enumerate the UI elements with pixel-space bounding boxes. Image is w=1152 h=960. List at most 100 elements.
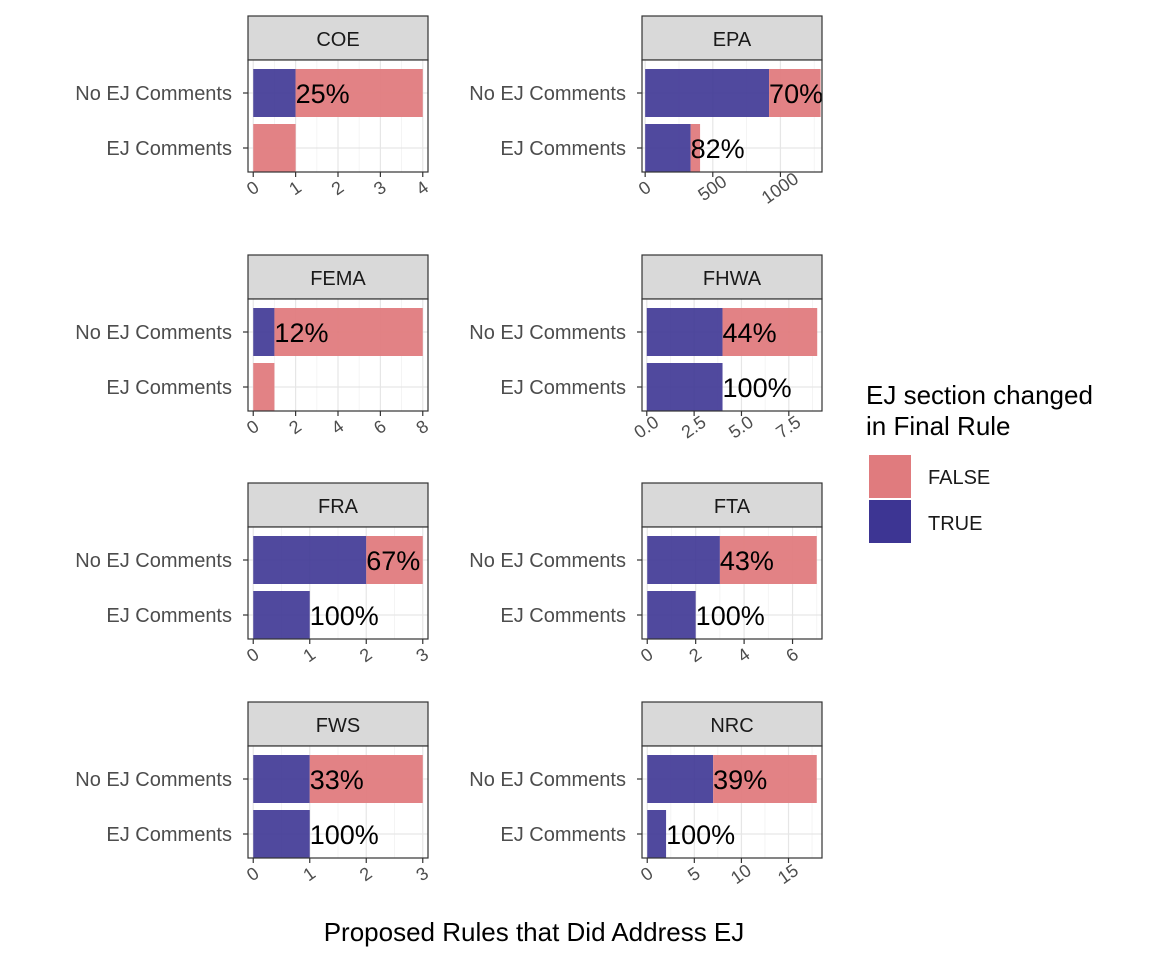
facet-title: NRC [710, 715, 753, 737]
x-tick-label: 0 [243, 416, 263, 438]
x-tick-label: 4 [328, 416, 348, 438]
bar-data-label: 33% [310, 765, 364, 795]
x-tick-label: 8 [412, 416, 432, 438]
legend-title-line-2: in Final Rule [866, 411, 1011, 441]
bar-false [309, 755, 423, 803]
panel-fema: FEMA 12% No EJ Comments EJ Comments 0 2 4 6 8 [75, 254, 432, 438]
x-tick-label: 0 [637, 863, 657, 885]
category-label: No EJ Comments [469, 83, 626, 105]
x-tick-label: 500 [694, 171, 730, 205]
bar-false [690, 124, 701, 172]
x-tick-label: 2 [685, 644, 705, 666]
panel-fra: FRA 67% No EJ Comments 100% EJ Comments 0 1 2 3 [75, 482, 432, 666]
x-tick-label: 1 [299, 863, 319, 885]
bar-true [253, 591, 310, 639]
category-label: EJ Comments [500, 605, 626, 627]
x-tick-label: 0 [243, 863, 263, 885]
category-label: EJ Comments [106, 824, 232, 846]
x-tick-label: 15 [774, 860, 802, 888]
bar-true [647, 536, 720, 584]
bar-true [647, 810, 667, 858]
panel-fta: FTA 43% No EJ Comments 100% EJ Comments 0 2 4 6 [469, 482, 823, 666]
facet-title: FRA [318, 496, 359, 518]
facet-strip [641, 254, 823, 300]
x-tick-label: 4 [734, 644, 754, 666]
x-axis-title: Proposed Rules that Did Address EJ [324, 917, 745, 947]
bar-data-label: 44% [723, 318, 777, 348]
category-label: EJ Comments [500, 377, 626, 399]
facet-title: FHWA [703, 268, 762, 290]
facet-strip [641, 701, 823, 747]
x-tick-label: 2 [285, 416, 305, 438]
bar-data-label: 100% [666, 820, 735, 850]
panel-fws: FWS 33% No EJ Comments 100% EJ Comments 0 1 2 3 [75, 701, 432, 885]
bar-true [647, 755, 714, 803]
bar-false [253, 363, 275, 411]
bar-true [253, 308, 275, 356]
bar-data-label: 25% [296, 79, 350, 109]
x-tick-label: 5 [684, 863, 704, 885]
x-tick-label: 2 [356, 863, 376, 885]
legend-key-false [869, 455, 911, 498]
bar-false [719, 536, 817, 584]
x-tick-label: 2 [356, 644, 376, 666]
category-label: No EJ Comments [469, 550, 626, 572]
category-label: EJ Comments [106, 605, 232, 627]
x-tick-label: 7.5 [772, 412, 804, 443]
x-tick-label: 6 [782, 644, 802, 666]
legend-label-false: FALSE [928, 467, 990, 489]
panel-border [247, 745, 429, 859]
panel-nrc: NRC 39% No EJ Comments 100% EJ Comments 0 5 10 1… [469, 701, 823, 888]
facet-strip [641, 15, 823, 61]
x-tick-label: 0 [635, 177, 655, 199]
bar-true [253, 69, 296, 117]
bar-data-label: 100% [723, 373, 792, 403]
x-tick-label: 6 [370, 416, 390, 438]
facet-strip [247, 254, 429, 300]
x-tick-label: 4 [412, 177, 432, 199]
category-label: No EJ Comments [75, 322, 232, 344]
bar-data-label: 100% [310, 601, 379, 631]
bar-false [253, 124, 296, 172]
x-tick-label: 3 [412, 644, 432, 666]
category-label: EJ Comments [500, 824, 626, 846]
facet-strip [247, 701, 429, 747]
legend-title-line-1: EJ section changed [866, 380, 1093, 410]
panel-border [641, 59, 823, 173]
legend-label-true: TRUE [928, 513, 982, 535]
x-tick-label: 10 [727, 860, 755, 888]
bar-false [274, 308, 423, 356]
x-tick-label: 2 [328, 177, 348, 199]
bar-data-label: 100% [310, 820, 379, 850]
bar-data-label: 43% [720, 546, 774, 576]
bar-false [713, 755, 817, 803]
legend: EJ section changed in Final Rule FALSE T… [866, 380, 1093, 543]
bar-data-label: 82% [691, 134, 745, 164]
x-tick-label: 0 [637, 644, 657, 666]
bar-data-label: 67% [366, 546, 420, 576]
bar-data-label: 12% [274, 318, 328, 348]
bar-false [366, 536, 423, 584]
bar-true [253, 536, 367, 584]
x-tick-label: 0 [243, 644, 263, 666]
x-tick-label: 2.5 [678, 412, 710, 443]
category-label: No EJ Comments [469, 769, 626, 791]
category-label: EJ Comments [500, 138, 626, 160]
x-tick-label: 0.0 [630, 412, 662, 443]
x-tick-label: 3 [412, 863, 432, 885]
bar-false [722, 308, 818, 356]
x-tick-label: 3 [370, 177, 390, 199]
bar-true [646, 308, 723, 356]
bar-true [253, 755, 310, 803]
x-tick-label: 1 [285, 177, 305, 199]
bar-data-label: 39% [713, 765, 767, 795]
bar-true [647, 591, 696, 639]
category-label: No EJ Comments [75, 769, 232, 791]
bar-true [253, 810, 310, 858]
bar-data-label: 100% [696, 601, 765, 631]
x-tick-label: 5.0 [725, 412, 757, 443]
category-label: No EJ Comments [75, 83, 232, 105]
category-label: EJ Comments [106, 138, 232, 160]
